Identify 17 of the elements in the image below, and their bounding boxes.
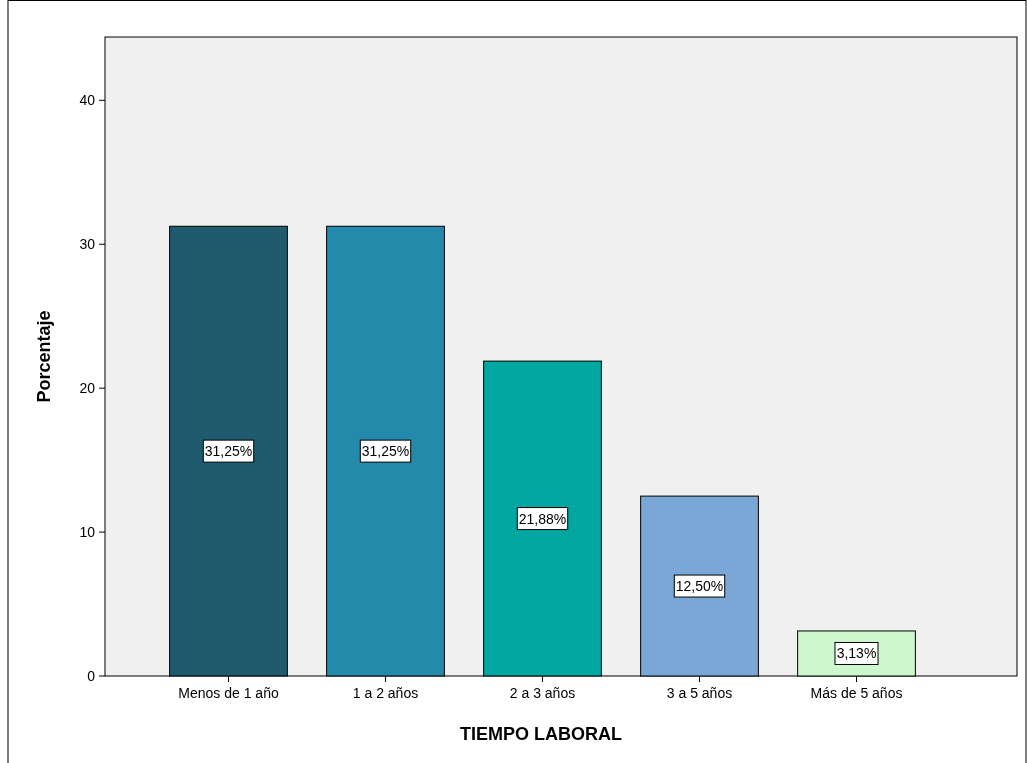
y-axis-title: Porcentaje [34,310,54,403]
x-tick-label: 2 a 3 años [509,685,576,701]
data-label: 31,25% [204,443,253,460]
data-label: 12,50% [675,578,724,595]
y-tick-label: 0 [87,668,96,684]
data-label: 31,25% [361,443,410,460]
x-tick-label: Menos de 1 año [178,685,279,701]
y-tick-label: 10 [79,524,96,541]
x-tick-label: 1 a 2 años [352,685,419,701]
y-tick-label: 40 [79,92,96,109]
y-tick-label: 30 [79,236,96,253]
x-tick-label: Más de 5 años [810,685,903,701]
data-label: 21,88% [518,510,567,527]
data-label: 3,13% [836,645,877,662]
y-tick-label: 20 [79,380,96,397]
x-axis-title: TIEMPO LABORAL [460,724,622,744]
x-tick-label: 3 a 5 años [666,685,733,701]
